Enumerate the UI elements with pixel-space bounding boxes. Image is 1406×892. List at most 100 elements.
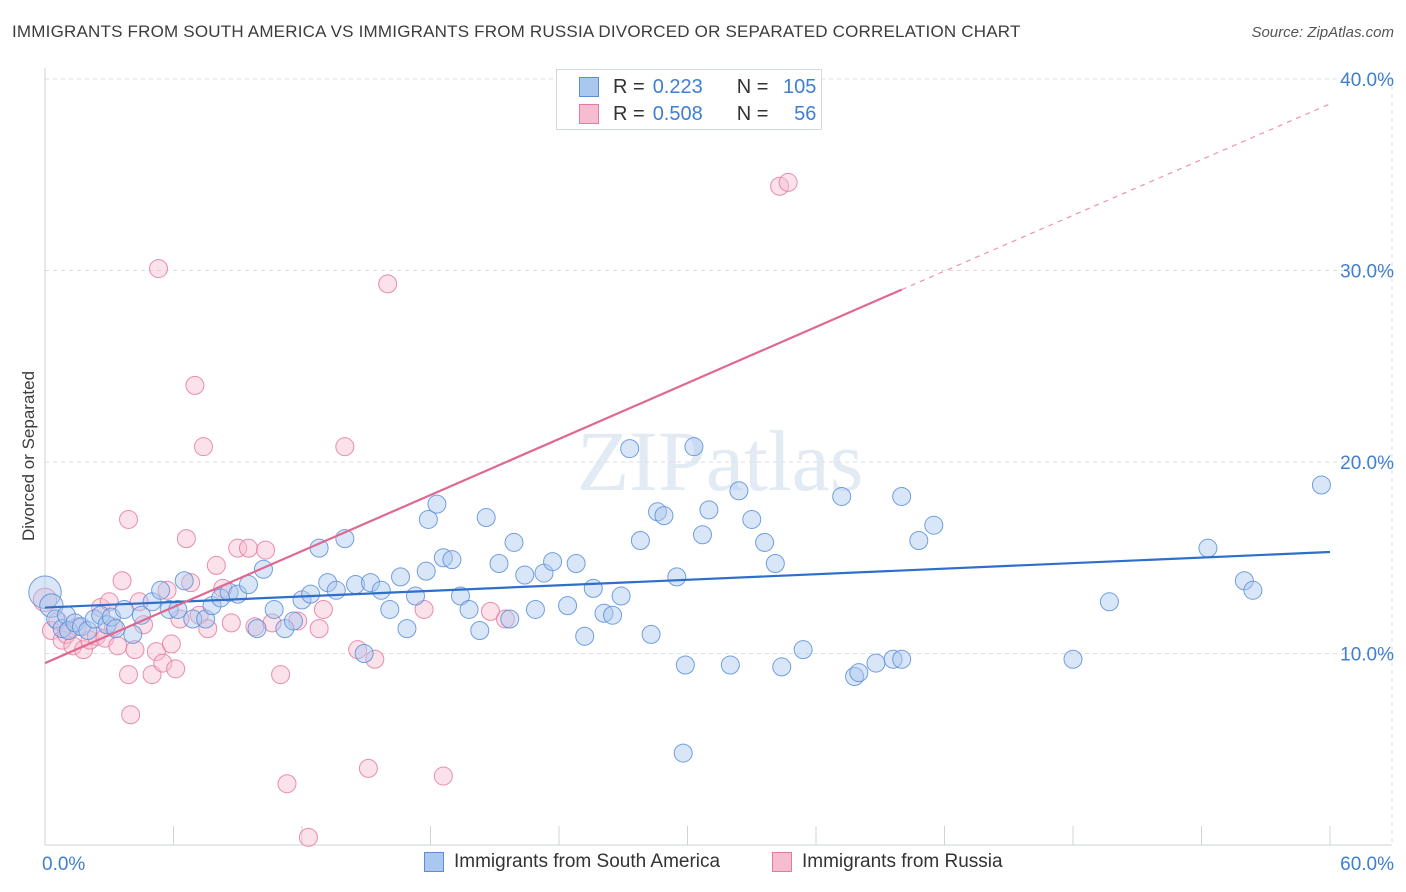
data-point-south-america: [603, 605, 623, 625]
data-point-south-america: [442, 550, 462, 570]
data-point-south-america: [28, 575, 62, 609]
trend-line-russia-extension: [901, 103, 1331, 291]
data-point-south-america: [39, 593, 64, 618]
data-point-south-america: [892, 649, 912, 669]
data-point-russia: [378, 274, 398, 294]
data-point-russia: [119, 665, 139, 685]
data-point-south-america: [354, 644, 374, 663]
data-point-south-america: [78, 621, 98, 641]
data-point-south-america: [558, 596, 578, 616]
data-point-south-america: [566, 553, 586, 573]
series-south-america-points: [28, 437, 1331, 763]
data-point-south-america: [418, 509, 438, 529]
data-point-russia: [161, 634, 181, 654]
data-point-south-america: [427, 494, 447, 514]
data-point-south-america: [489, 553, 509, 573]
data-point-south-america: [151, 580, 171, 600]
data-point-south-america: [46, 609, 66, 629]
legend-row-south-america: R = 0.223 N = 105: [579, 74, 816, 100]
data-point-south-america: [397, 619, 417, 639]
data-point-south-america: [729, 481, 749, 501]
legend-n-value-2: 56: [794, 102, 817, 125]
legend-n-value-1: 105: [783, 75, 817, 98]
source-label: Source: ZipAtlas.com: [1251, 24, 1394, 41]
grid-lines: [45, 78, 1393, 845]
legend-label-russia: Immigrants from Russia: [802, 851, 1003, 872]
y-axis-label: Divorced or Separated: [19, 371, 38, 541]
data-point-south-america: [630, 531, 650, 551]
data-point-south-america: [620, 439, 640, 459]
data-point-russia: [121, 705, 141, 725]
data-point-south-america: [667, 567, 687, 587]
y-tick-label: 30.0%: [1340, 262, 1394, 283]
data-point-russia: [309, 619, 329, 639]
data-point-south-america: [1311, 475, 1331, 495]
trend-lines: [44, 103, 1331, 665]
axes: [44, 68, 1392, 846]
data-point-russia: [198, 619, 218, 639]
data-point-russia: [365, 649, 385, 669]
data-point-russia: [256, 540, 276, 560]
data-point-russia: [149, 259, 169, 279]
data-point-south-america: [247, 619, 267, 639]
data-point-south-america: [416, 561, 436, 581]
data-point-russia: [206, 555, 226, 575]
data-point-russia: [414, 599, 434, 619]
data-point-south-america: [793, 640, 813, 660]
x-tick-label-max: 60.0%: [1340, 854, 1394, 875]
data-point-russia: [176, 529, 196, 549]
data-point-south-america: [772, 657, 792, 677]
data-point-south-america: [909, 531, 929, 551]
data-point-south-america: [476, 508, 496, 528]
data-point-south-america: [866, 653, 886, 673]
data-point-south-america: [253, 559, 273, 579]
data-point-south-america: [654, 506, 674, 526]
legend-n-label: N =: [736, 75, 769, 98]
data-point-russia: [181, 573, 201, 593]
data-point-russia: [221, 613, 241, 633]
legend-swatch-blue: [579, 77, 599, 97]
watermark: ZIPatlas: [577, 413, 864, 509]
data-point-south-america: [1063, 649, 1083, 669]
data-point-russia: [125, 640, 145, 660]
data-point-russia: [335, 437, 355, 457]
data-point-russia: [433, 766, 453, 786]
bottom-legend-south-america[interactable]: Immigrants from South America: [424, 851, 720, 873]
data-point-russia: [119, 509, 139, 529]
data-point-south-america: [1198, 538, 1218, 558]
data-point-south-america: [504, 532, 524, 552]
data-point-south-america: [892, 486, 912, 506]
data-point-south-america: [459, 599, 479, 619]
data-point-south-america: [924, 515, 944, 535]
data-point-south-america: [641, 624, 661, 644]
data-point-south-america: [765, 553, 785, 573]
data-point-russia: [358, 758, 378, 778]
y-tick-label: 10.0%: [1340, 645, 1394, 666]
data-point-south-america: [742, 509, 762, 529]
data-point-south-america: [699, 500, 719, 520]
data-point-russia: [112, 571, 132, 591]
data-point-south-america: [515, 565, 535, 585]
data-point-south-america: [575, 626, 595, 646]
data-point-russia: [495, 609, 515, 629]
data-point-south-america: [849, 663, 869, 683]
data-point-south-america: [174, 571, 194, 591]
data-point-russia: [157, 580, 177, 600]
correlation-legend: R = 0.223 N = 105 R = 0.508 N = 56: [556, 69, 822, 130]
data-point-south-america: [361, 573, 381, 593]
data-point-russia: [313, 599, 333, 619]
data-point-russia: [228, 538, 248, 558]
data-point-south-america: [832, 486, 852, 506]
legend-r-value-2: 0.508: [652, 102, 703, 125]
data-point-south-america: [283, 611, 303, 631]
data-point-south-america: [470, 621, 490, 641]
legend-r-label: R =: [613, 102, 645, 125]
chart-title: IMMIGRANTS FROM SOUTH AMERICA VS IMMIGRA…: [12, 22, 1021, 41]
bottom-legend-russia[interactable]: Immigrants from Russia: [772, 851, 1003, 873]
data-point-south-america: [755, 532, 775, 552]
data-point-south-america: [525, 599, 545, 619]
legend-row-russia: R = 0.508 N = 56: [579, 101, 816, 127]
data-point-russia: [108, 636, 128, 656]
data-point-south-america: [583, 578, 603, 598]
